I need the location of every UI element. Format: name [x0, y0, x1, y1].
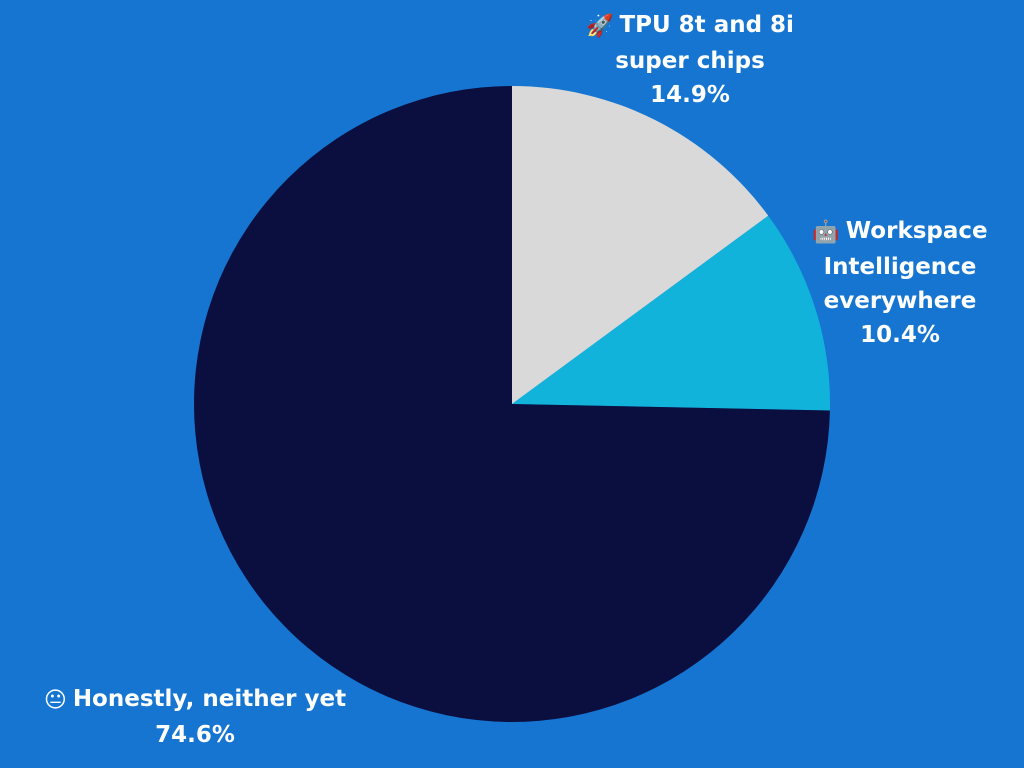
slice-label-tpu: 🚀 TPU 8t and 8i super chips 14.9%: [570, 8, 810, 112]
slice-value-label: 74.6%: [155, 722, 235, 748]
pie-slice-1: [512, 215, 830, 411]
slice-value-label: 10.4%: [860, 322, 940, 348]
slice-name-line-2: Intelligence: [823, 254, 977, 280]
slice-value-label: 14.9%: [650, 82, 730, 108]
slice-name-line-1: TPU 8t and 8i: [619, 12, 794, 38]
slice-label-line: 🚀 TPU 8t and 8i: [570, 8, 810, 44]
slice-name-line-2: super chips: [615, 48, 765, 74]
pie-slice-2: [193, 86, 830, 722]
slice-name-line-1: Honestly, neither yet: [72, 686, 347, 712]
pie-slice-0: [512, 86, 769, 404]
neutral-face-icon: 😐: [43, 688, 67, 713]
slice-label-neither: 😐 Honestly, neither yet 74.6%: [30, 682, 360, 752]
slice-name-line-1: Workspace: [845, 218, 988, 244]
slice-name-line-3: everywhere: [823, 288, 977, 314]
slice-label-line: 🤖 Workspace: [800, 214, 1000, 250]
rocket-icon: 🚀: [586, 14, 614, 39]
slice-label-line: 😐 Honestly, neither yet: [30, 682, 360, 718]
slice-label-workspace: 🤖 Workspace Intelligence everywhere 10.4%: [800, 214, 1000, 352]
robot-icon: 🤖: [812, 220, 840, 245]
